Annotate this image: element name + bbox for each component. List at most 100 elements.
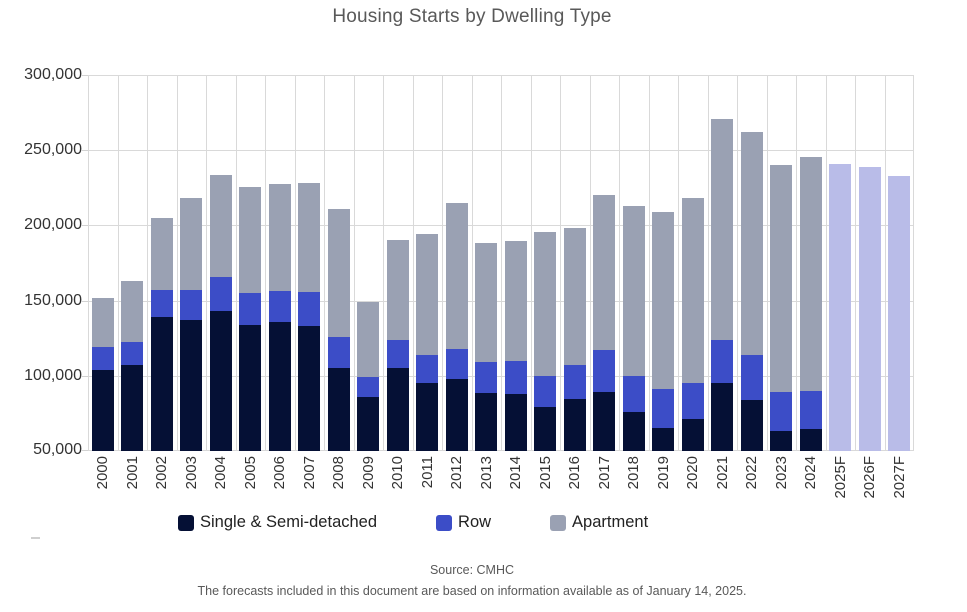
bar-segment <box>239 293 261 325</box>
y-axis-label: 300,000 <box>24 66 82 83</box>
bar-segment <box>564 228 586 365</box>
x-axis-label: 2014 <box>507 456 524 490</box>
plot-area: 50,000 100,000 150,000 200,000 250,000 300,00… <box>24 66 914 499</box>
legend-label-row: Row <box>458 513 492 531</box>
bar-forecast <box>829 164 851 451</box>
x-axis-label: 2021 <box>714 456 731 490</box>
gridline-vertical <box>295 75 296 451</box>
bar-segment <box>564 399 586 451</box>
gridline-vertical <box>649 75 650 451</box>
legend-swatch-row-icon <box>436 514 453 531</box>
bar-segment <box>682 383 704 419</box>
bar-segment <box>652 212 674 389</box>
bar-forecast <box>888 176 910 451</box>
gridline-vertical <box>590 75 591 451</box>
bar-segment <box>800 391 822 429</box>
legend-item-row: Row <box>436 513 491 532</box>
watermark-dash <box>31 537 40 539</box>
x-axis-label: 2005 <box>242 456 259 490</box>
bar-segment <box>682 419 704 451</box>
gridline-vertical <box>354 75 355 451</box>
bar-segment <box>770 165 792 392</box>
legend: Single & Semi-detached Row Apartment <box>178 513 648 532</box>
x-axis-label: 2018 <box>625 456 642 490</box>
x-axis-label: 2025F <box>832 456 849 499</box>
bar-segment <box>534 232 556 376</box>
bar-segment <box>711 119 733 340</box>
y-axis-tick <box>82 150 88 151</box>
gridline-vertical <box>737 75 738 451</box>
x-axis-label: 2020 <box>684 456 701 490</box>
y-axis-tick <box>82 225 88 226</box>
bar-segment <box>357 302 379 377</box>
x-axis-label: 2007 <box>301 456 318 490</box>
bar-segment <box>446 379 468 451</box>
gridline-vertical <box>913 75 914 451</box>
legend-swatch-single-semi-icon <box>178 514 194 531</box>
bar-segment <box>357 397 379 451</box>
bar-segment <box>741 132 763 355</box>
gridline-vertical <box>796 75 797 451</box>
y-axis-label: 200,000 <box>24 216 82 233</box>
gridline-vertical <box>383 75 384 451</box>
bar-segment <box>416 355 438 383</box>
bar-segment <box>269 322 291 451</box>
bar-segment <box>652 428 674 451</box>
chart-title: Housing Starts by Dwelling Type <box>332 6 612 27</box>
y-axis-tick <box>82 301 88 302</box>
bar-segment <box>151 290 173 317</box>
bar-segment <box>416 383 438 451</box>
x-axis-label: 2015 <box>537 456 554 490</box>
bar-segment <box>239 325 261 451</box>
x-axis-label: 2011 <box>419 456 436 489</box>
legend-item-single-semi: Single & Semi-detached <box>178 513 377 532</box>
bar-segment <box>505 394 527 451</box>
bar-segment <box>446 349 468 379</box>
bar-segment <box>121 342 143 365</box>
gridline-vertical <box>472 75 473 451</box>
x-axis-label: 2006 <box>271 456 288 490</box>
x-axis-label: 2024 <box>802 456 819 490</box>
bar-segment <box>239 187 261 293</box>
gridline-vertical <box>324 75 325 451</box>
bar-segment <box>652 389 674 428</box>
bar-segment <box>328 337 350 368</box>
y-axis-tick <box>82 376 88 377</box>
legend-label-single-semi: Single & Semi-detached <box>200 513 378 531</box>
bar-segment <box>387 368 409 451</box>
legend-label-apartment: Apartment <box>572 513 649 531</box>
bar-segment <box>800 157 822 391</box>
gridline-vertical <box>826 75 827 451</box>
bar-segment <box>298 326 320 451</box>
x-axis-label: 2022 <box>743 456 760 490</box>
gridline-vertical <box>118 75 119 451</box>
bar-segment <box>180 320 202 451</box>
bar-segment <box>210 277 232 311</box>
x-axis-label: 2013 <box>478 456 495 490</box>
bar-segment <box>180 290 202 320</box>
y-axis-label: 250,000 <box>24 141 82 158</box>
bar-segment <box>770 392 792 431</box>
bar-segment <box>269 291 291 322</box>
gridline-vertical <box>88 75 89 451</box>
bar-segment <box>534 376 556 407</box>
x-axis-label: 2026F <box>861 456 878 499</box>
gridline-vertical <box>855 75 856 451</box>
bar-segment <box>623 412 645 451</box>
bar-segment <box>92 298 114 347</box>
gridline-vertical <box>265 75 266 451</box>
bar-segment <box>682 198 704 383</box>
x-axis-label: 2027F <box>891 456 908 499</box>
bar-segment <box>121 365 143 451</box>
x-axis-label: 2004 <box>212 456 229 490</box>
bar-segment <box>623 206 645 376</box>
x-axis-label: 2016 <box>566 456 583 490</box>
x-axis-label: 2023 <box>773 456 790 490</box>
y-axis-tick <box>82 450 88 451</box>
bar-segment <box>475 243 497 362</box>
gridline-vertical <box>442 75 443 451</box>
gridline-vertical <box>885 75 886 451</box>
bar-segment <box>298 183 320 292</box>
bar-segment <box>121 281 143 342</box>
bar-segment <box>416 234 438 355</box>
